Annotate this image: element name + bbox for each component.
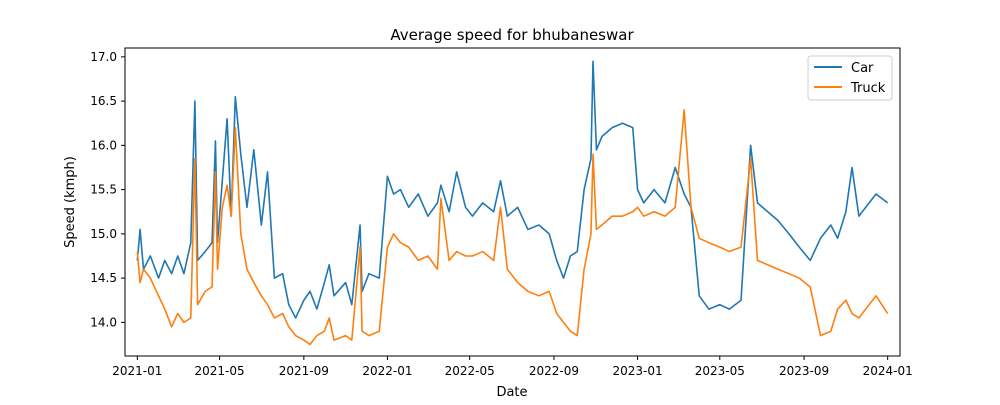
- x-tick-label: 2023-01: [612, 364, 662, 378]
- x-tick-label: 2021-05: [194, 364, 244, 378]
- y-tick-label: 14.0: [90, 315, 117, 329]
- series-line-truck: [136, 109, 889, 346]
- series-lines: [136, 60, 889, 346]
- y-tick-label: 16.5: [90, 94, 117, 108]
- chart-legend: Car Truck: [807, 55, 893, 101]
- chart-title: Average speed for bhubaneswar: [390, 26, 634, 44]
- y-axis-label: Speed (kmph): [63, 156, 78, 248]
- legend-label-truck: Truck: [850, 81, 886, 96]
- x-tick-label: 2023-05: [695, 364, 745, 378]
- x-tick-label: 2022-01: [362, 364, 412, 378]
- x-axis-ticks: 2021-01 2021-05 2021-09 2022-01 2022-05 2022-…: [112, 356, 913, 378]
- y-axis-ticks: 14.0 14.5 15.0 15.5 16.0 16.5 17.0: [90, 50, 125, 329]
- x-tick-label: 2021-09: [279, 364, 329, 378]
- x-tick-label: 2023-09: [779, 364, 829, 378]
- x-tick-label: 2022-09: [529, 364, 579, 378]
- legend-label-car: Car: [851, 61, 874, 76]
- y-tick-label: 15.5: [90, 183, 117, 197]
- y-tick-label: 14.5: [90, 271, 117, 285]
- x-tick-label: 2021-01: [112, 364, 162, 378]
- plot-area-frame: [124, 47, 901, 357]
- y-tick-label: 16.0: [90, 138, 117, 152]
- x-tick-label: 2022-05: [445, 364, 495, 378]
- series-line-car: [136, 60, 889, 319]
- y-tick-label: 17.0: [90, 50, 117, 64]
- x-tick-label: 2024-01: [863, 364, 913, 378]
- x-axis-label: Date: [496, 385, 527, 400]
- y-tick-label: 15.0: [90, 227, 117, 241]
